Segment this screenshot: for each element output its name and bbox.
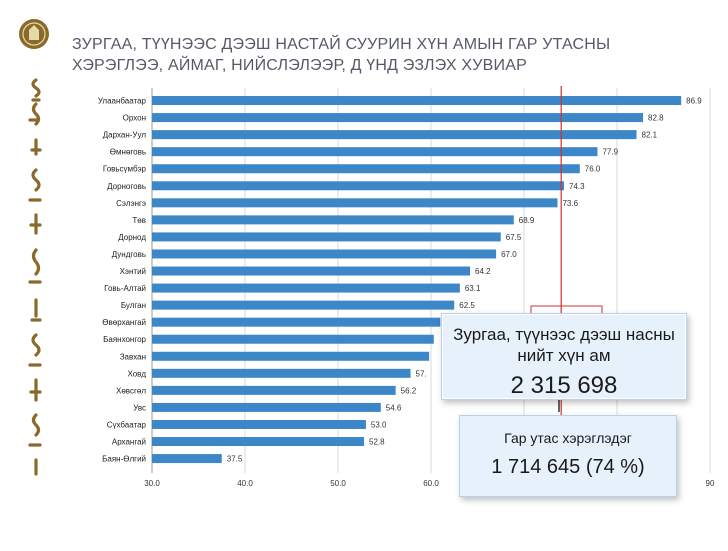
category-label: Дорнод [118,233,146,242]
x-axis-ticks: 30.0 40.0 50.0 60.0 90 [144,479,715,488]
data-label: 67.5 [506,233,522,242]
data-label: 73.6 [562,199,578,208]
x-tick-label: 30.0 [144,479,160,488]
data-label: 77.9 [602,148,618,157]
category-label: Говь-Алтай [104,284,146,293]
data-label: 37.5 [227,455,243,464]
category-label: Хөвсгөл [116,386,146,395]
data-label: 54.6 [386,403,402,412]
bar [152,351,430,361]
data-label: 53.0 [371,420,387,429]
bar [152,283,460,293]
phone-users-value: 1 714 645 (74 %) [491,456,645,478]
x-tick-label: 40.0 [237,479,253,488]
category-label: Улаанбаатар [98,97,147,106]
bar [152,454,222,464]
bar [152,437,365,447]
data-label: 67.0 [501,250,517,259]
data-label: 56.2 [401,386,417,395]
bar [152,113,644,123]
category-label: Архангай [112,438,146,447]
category-label: Өмнөговь [110,148,146,157]
category-label: Баян-Өлгий [102,455,146,464]
category-label: Сэлэнгэ [116,199,146,208]
bar [152,334,434,344]
category-label: Дундговь [112,250,146,259]
bar [152,198,558,208]
category-label: Хэнтий [120,267,146,276]
data-label: 68.9 [519,216,535,225]
category-labels: Улаанбаатар 86.9 Орхон 82.8 Дархан-Уул 82.1 Өм… [98,97,702,464]
phone-users-label: Гар утас хэрэглэдэг [504,430,632,446]
data-label: 86.9 [686,97,702,106]
callout-bracket [530,305,603,313]
population-label: Зургаа, түүнээс дээш насны нийт хүн ам [453,325,675,365]
bar [152,215,514,225]
data-label: 52.8 [369,438,385,447]
data-label: 62.5 [459,301,475,310]
category-label: Дорноговь [107,182,146,191]
category-label: Завхан [120,352,146,361]
data-label: 74.3 [569,182,585,191]
title-line-2: ХЭРЭГЛЭЭ, АЙМАГ, НИЙСЛЭЛЭЭР, Д ҮНД ЭЗЛЭХ… [72,57,527,74]
category-label: Өвөрхангай [102,318,146,327]
bar [152,385,396,395]
bar [152,130,637,140]
data-label: 82.1 [642,131,658,140]
category-label: Баянхонгор [103,335,146,344]
bar [152,266,471,276]
bar [152,402,381,412]
data-label: 64.2 [475,267,491,276]
bar [152,232,501,242]
bars [152,96,682,464]
bar [152,249,497,259]
population-callout: Зургаа, түүнээс дээш насны нийт хүн ам 2… [441,313,687,400]
mongolian-script-decoration [19,19,49,476]
title-line-1: ЗУРГАА, ТҮҮНЭЭС ДЭЭШ НАСТАЙ СУУРИН ХҮН А… [72,36,611,53]
page-title: ЗУРГАА, ТҮҮНЭЭС ДЭЭШ НАСТАЙ СУУРИН ХҮН А… [72,34,712,76]
bar [152,317,441,327]
data-label: 57. [416,369,427,378]
x-tick-label: 90 [706,479,715,488]
category-label: Дархан-Уул [103,131,147,140]
phone-users-callout: Гар утас хэрэглэдэг 1 714 645 (74 %) [459,415,677,497]
bar [152,96,682,106]
bar [152,300,455,310]
category-label: Ховд [127,369,146,378]
sidebar-decoration [0,0,52,546]
bar [152,164,580,174]
bar [152,181,564,191]
category-label: Сүхбаатар [107,420,147,429]
category-label: Говьсүмбэр [103,165,147,174]
data-label: 82.8 [648,114,664,123]
bar [152,419,366,429]
x-tick-label: 60.0 [423,479,439,488]
category-label: Увс [133,403,146,412]
x-tick-label: 50.0 [330,479,346,488]
category-label: Орхон [123,114,146,123]
bar [152,147,598,157]
data-label: 76.0 [585,165,601,174]
category-label: Булган [121,301,146,310]
category-label: Төв [132,216,146,225]
bar [152,368,411,378]
data-label: 63.1 [465,284,481,293]
population-value: 2 315 698 [510,372,618,399]
